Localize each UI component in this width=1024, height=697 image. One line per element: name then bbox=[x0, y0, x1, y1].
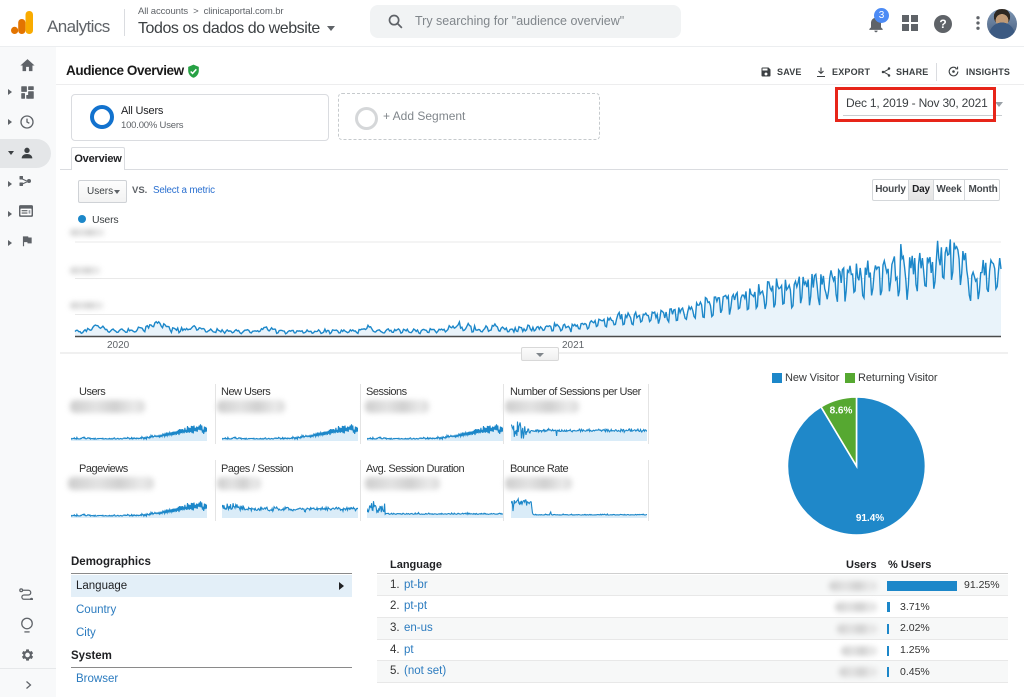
svg-text:91.4%: 91.4% bbox=[856, 513, 884, 524]
svg-text:8.6%: 8.6% bbox=[830, 406, 853, 417]
